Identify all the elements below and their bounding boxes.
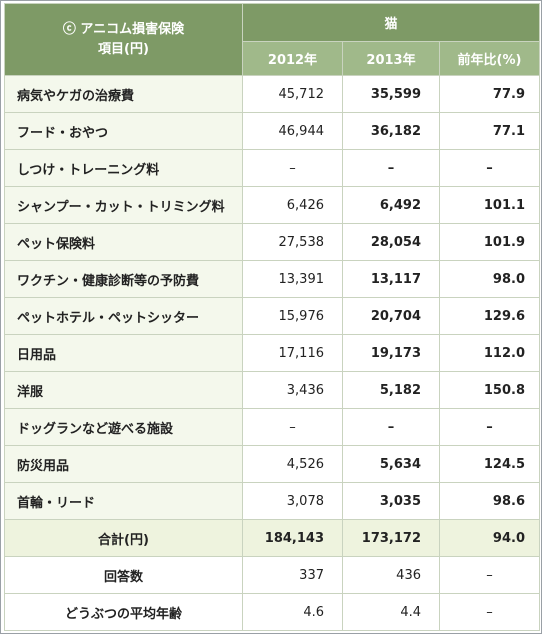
table-row: ペットホテル・ペットシッター 15,976 20,704 129.6 (4, 297, 540, 335)
table-row: ワクチン・健康診断等の予防費 13,391 13,117 98.0 (4, 260, 540, 298)
cell-ratio: 98.0 (439, 260, 540, 298)
cell-2012: – (242, 149, 343, 187)
respondents-row: 回答数 337 436 – (4, 556, 540, 594)
row-label: 防災用品 (4, 445, 243, 483)
row-label: 病気やケガの治療費 (4, 75, 243, 113)
cell-2013: 5,634 (342, 445, 440, 483)
cell-2013: 6,492 (342, 186, 440, 224)
cell-ratio: 129.6 (439, 297, 540, 335)
cell-2012: 6,426 (242, 186, 343, 224)
table-row: ペット保険料 27,538 28,054 101.9 (4, 223, 540, 261)
cell-2013: 3,035 (342, 482, 440, 520)
total-2013: 173,172 (342, 519, 440, 557)
total-label: 合計(円) (4, 519, 243, 557)
row-label: シャンプー・カット・トリミング料 (4, 186, 243, 224)
cell-ratio: 98.6 (439, 482, 540, 520)
table-row: ドッグランなど遊べる施設 – – – (4, 408, 540, 446)
cell-2012: 13,391 (242, 260, 343, 298)
cell-2012: – (242, 408, 343, 446)
row-label: フード・おやつ (4, 112, 243, 150)
cell-2012: 3,078 (242, 482, 343, 520)
row-label: ワクチン・健康診断等の予防費 (4, 260, 243, 298)
item-column-label: 項目(円) (98, 41, 149, 57)
cell-ratio: – (439, 149, 540, 187)
expense-rows: 病気やケガの治療費 45,712 35,599 77.9 フード・おやつ 46,944 36… (4, 75, 540, 520)
table-row: シャンプー・カット・トリミング料 6,426 6,492 101.1 (4, 186, 540, 224)
cell-ratio: 150.8 (439, 371, 540, 409)
corner-header: ⓒ アニコム損害保険 項目(円) (4, 3, 243, 76)
cell-2013: 13,117 (342, 260, 440, 298)
table-row: 日用品 17,116 19,173 112.0 (4, 334, 540, 372)
respondents-2012: 337 (242, 556, 343, 594)
copyright-label: ⓒ アニコム損害保険 (62, 21, 185, 37)
respondents-2013: 436 (342, 556, 440, 594)
cell-2012: 27,538 (242, 223, 343, 261)
cell-2013: 28,054 (342, 223, 440, 261)
cell-ratio: 77.9 (439, 75, 540, 113)
col-header-2012: 2012年 (242, 41, 343, 76)
row-label: ドッグランなど遊べる施設 (4, 408, 243, 446)
cell-2013: – (342, 408, 440, 446)
row-label: ペットホテル・ペットシッター (4, 297, 243, 335)
respondents-ratio: – (439, 556, 540, 594)
row-label: ペット保険料 (4, 223, 243, 261)
row-label: 日用品 (4, 334, 243, 372)
avg-age-row: どうぶつの平均年齢 4.6 4.4 – (4, 593, 540, 631)
cell-2012: 4,526 (242, 445, 343, 483)
col-header-2013: 2013年 (342, 41, 440, 76)
cell-ratio: 124.5 (439, 445, 540, 483)
respondents-label: 回答数 (4, 556, 243, 594)
total-ratio: 94.0 (439, 519, 540, 557)
avg-age-2012: 4.6 (242, 593, 343, 631)
group-header-cat: 猫 (242, 3, 540, 42)
total-row: 合計(円) 184,143 173,172 94.0 (4, 519, 540, 557)
cell-2012: 15,976 (242, 297, 343, 335)
cell-2013: 5,182 (342, 371, 440, 409)
cell-ratio: 101.1 (439, 186, 540, 224)
col-header-ratio: 前年比(%) (439, 41, 540, 76)
cell-ratio: 77.1 (439, 112, 540, 150)
table-row: 防災用品 4,526 5,634 124.5 (4, 445, 540, 483)
cat-expense-table: ⓒ アニコム損害保険 項目(円) 猫 2012年 2013年 前年比(%) 病気… (4, 3, 540, 631)
cell-2012: 17,116 (242, 334, 343, 372)
row-label: しつけ・トレーニング料 (4, 149, 243, 187)
cell-2013: – (342, 149, 440, 187)
cell-2013: 36,182 (342, 112, 440, 150)
avg-age-label: どうぶつの平均年齢 (4, 593, 243, 631)
avg-age-2013: 4.4 (342, 593, 440, 631)
table-row: 病気やケガの治療費 45,712 35,599 77.9 (4, 75, 540, 113)
cell-ratio: – (439, 408, 540, 446)
cell-2012: 46,944 (242, 112, 343, 150)
avg-age-ratio: – (439, 593, 540, 631)
cell-2013: 35,599 (342, 75, 440, 113)
row-label: 洋服 (4, 371, 243, 409)
table-row: しつけ・トレーニング料 – – – (4, 149, 540, 187)
row-label: 首輪・リード (4, 482, 243, 520)
cell-2012: 3,436 (242, 371, 343, 409)
cell-ratio: 101.9 (439, 223, 540, 261)
total-2012: 184,143 (242, 519, 343, 557)
table-row: フード・おやつ 46,944 36,182 77.1 (4, 112, 540, 150)
cell-2012: 45,712 (242, 75, 343, 113)
cell-2013: 20,704 (342, 297, 440, 335)
table-row: 洋服 3,436 5,182 150.8 (4, 371, 540, 409)
cell-2013: 19,173 (342, 334, 440, 372)
cell-ratio: 112.0 (439, 334, 540, 372)
table-row: 首輪・リード 3,078 3,035 98.6 (4, 482, 540, 520)
